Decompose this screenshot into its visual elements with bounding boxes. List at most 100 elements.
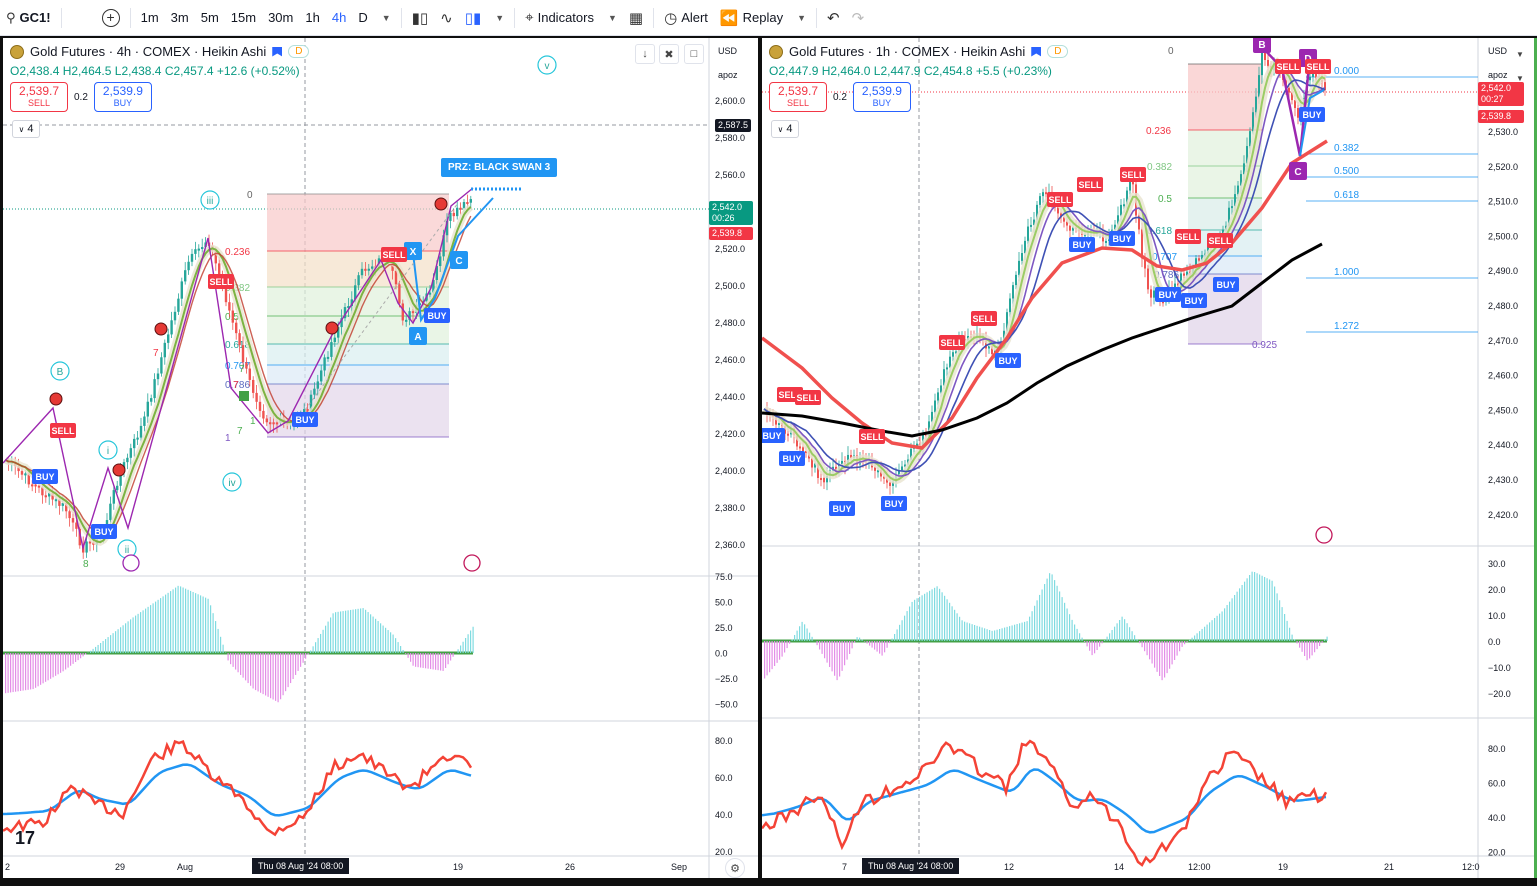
chart-title[interactable]: Gold Futures · 4h · COMEX · Heikin Ashi xyxy=(30,44,267,59)
sell-signal-label: SELL xyxy=(382,250,406,260)
indicators-collapse-button[interactable]: ∨ 4 xyxy=(771,120,799,138)
buy-button[interactable]: 2,539.9 BUY xyxy=(93,82,152,112)
osc-histogram-bar xyxy=(457,649,459,653)
currency-label[interactable]: USD xyxy=(1488,46,1508,56)
candle-body xyxy=(44,495,47,498)
harmonic-projection-line xyxy=(1299,89,1325,157)
osc-histogram-bar xyxy=(1161,641,1163,681)
osc-histogram-bar xyxy=(60,653,62,673)
alert-button[interactable]: ◷ Alert xyxy=(658,0,714,36)
chart-canvas-right[interactable]: 2,530.0 2,520.0 2,510.0 2,500.0 2,490.0 2,480… xyxy=(762,38,1534,878)
osc-histogram-bar xyxy=(102,641,104,653)
osc-histogram-bar xyxy=(931,589,933,641)
candle-chart-type-button[interactable]: ▯▮ xyxy=(459,0,488,36)
candle-body xyxy=(180,281,183,299)
osc-histogram-bar xyxy=(12,653,14,693)
divider xyxy=(60,7,62,28)
gear-icon: ⚙ xyxy=(730,862,740,875)
osc-histogram-bar xyxy=(252,653,254,689)
time-tick-label: Aug xyxy=(177,862,193,872)
sell-signal-label: SELL xyxy=(1208,236,1232,246)
interval-d[interactable]: D xyxy=(358,10,368,25)
compare-button[interactable]: + xyxy=(96,0,126,36)
data-source-badge[interactable]: D xyxy=(1047,45,1069,58)
last-price-label: 2,542.0 00:27 xyxy=(1478,82,1524,106)
osc-histogram-bar xyxy=(871,641,873,648)
sell-button[interactable]: 2,539.7 SELL xyxy=(769,82,827,112)
symbol-search-button[interactable]: ⚲ GC1! xyxy=(0,0,57,36)
interval-15m[interactable]: 15m xyxy=(230,10,257,25)
fullscreen-button[interactable]: □ xyxy=(684,44,704,64)
replay-button[interactable]: ⏪ Replay xyxy=(714,0,789,36)
osc-histogram-bar xyxy=(97,644,99,653)
interval-dropdown[interactable]: ▼ xyxy=(374,0,397,36)
candle-body xyxy=(218,263,221,276)
interval-5m[interactable]: 5m xyxy=(200,10,219,25)
chart-canvas-left[interactable]: 2,600.02,580.02,560.02,540.02,520.02,500… xyxy=(3,38,758,878)
chart-pane-right[interactable]: 2,530.0 2,520.0 2,510.0 2,500.0 2,490.0 2,480… xyxy=(762,38,1534,878)
interval-1h[interactable]: 1h xyxy=(305,10,320,25)
osc-histogram-bar xyxy=(180,586,182,653)
buy-price: 2,539.9 xyxy=(861,84,902,98)
candle-body xyxy=(1120,204,1122,216)
flag-icon[interactable] xyxy=(1031,46,1042,57)
maximize-button[interactable]: ✖ xyxy=(659,44,679,64)
osc-histogram-bar xyxy=(924,593,926,641)
interval-4h[interactable]: 4h xyxy=(331,10,347,25)
indicators-button[interactable]: ⌖ Indicators xyxy=(519,0,600,36)
osc-histogram-bar xyxy=(160,598,162,653)
interval-1m[interactable]: 1m xyxy=(140,10,159,25)
currency-label[interactable]: USD xyxy=(718,46,738,56)
wave-circle xyxy=(98,440,118,460)
rsi-line xyxy=(3,739,473,837)
osc-histogram-bar xyxy=(886,641,888,648)
undo-button[interactable]: ↶ xyxy=(821,0,846,36)
ma-line-green xyxy=(4,206,472,544)
buy-signal-box xyxy=(1155,287,1181,302)
order-quantity[interactable]: 0.2 xyxy=(74,91,88,103)
chart-title[interactable]: Gold Futures · 1h · COMEX · Heikin Ashi xyxy=(789,44,1026,59)
candle-body xyxy=(139,425,143,438)
replay-dropdown[interactable]: ▼ xyxy=(789,0,812,36)
osc-tick-label: 75.0 xyxy=(715,572,733,582)
osc-histogram-bar xyxy=(195,593,197,653)
candle-body xyxy=(309,394,313,413)
layout-button[interactable]: ▦ xyxy=(623,0,649,36)
osc-histogram-bar xyxy=(1209,622,1211,641)
flag-icon[interactable] xyxy=(272,46,283,57)
candle-body xyxy=(787,433,789,436)
settings-button[interactable]: ⚙ xyxy=(725,858,745,878)
indicators-dropdown[interactable]: ▼ xyxy=(600,0,623,36)
data-source-badge[interactable]: D xyxy=(288,45,310,58)
osc-histogram-bar xyxy=(1186,641,1188,643)
scroll-down-button[interactable]: ↓ xyxy=(635,44,655,64)
osc-histogram-bar xyxy=(1116,623,1118,641)
interval-30m[interactable]: 30m xyxy=(268,10,294,25)
order-quantity[interactable]: 0.2 xyxy=(833,91,847,103)
buy-signal-box xyxy=(32,469,58,484)
tradingview-logo-icon[interactable]: 17 xyxy=(15,828,36,848)
interval-3m[interactable]: 3m xyxy=(170,10,189,25)
symbol-label: GC1! xyxy=(19,10,51,25)
osc-histogram-bar xyxy=(1024,621,1026,641)
sell-button[interactable]: 2,539.7 SELL xyxy=(10,82,68,112)
chart-type-dropdown[interactable]: ▼ xyxy=(487,0,510,36)
buy-button[interactable]: 2,539.9 BUY xyxy=(852,82,911,112)
harmonic-point-label: A xyxy=(414,332,421,343)
chart-pane-left[interactable]: 2,600.02,580.02,560.02,540.02,520.02,500… xyxy=(3,38,758,878)
candle-body xyxy=(1114,224,1116,230)
watchlist-edge-strip[interactable] xyxy=(1534,38,1537,878)
scale-mode-label[interactable]: apoz xyxy=(718,70,738,80)
redo-button[interactable]: ↷ xyxy=(846,0,871,36)
buy-signal-label: BUY xyxy=(884,499,903,509)
bar-chart-type-button[interactable]: ▮▯ xyxy=(406,0,435,36)
currency-dropdown[interactable]: ▼ xyxy=(1510,44,1530,64)
osc-histogram-bar xyxy=(142,610,144,653)
indicators-collapse-button[interactable]: ∨ 4 xyxy=(12,120,40,138)
osc-histogram-bar xyxy=(854,641,856,643)
candle-body xyxy=(184,270,187,282)
osc-histogram-bar xyxy=(337,611,339,653)
line-chart-type-button[interactable]: ∿ xyxy=(434,0,459,36)
osc-histogram-bar xyxy=(1214,618,1216,641)
scale-mode-label[interactable]: apoz xyxy=(1488,70,1508,80)
